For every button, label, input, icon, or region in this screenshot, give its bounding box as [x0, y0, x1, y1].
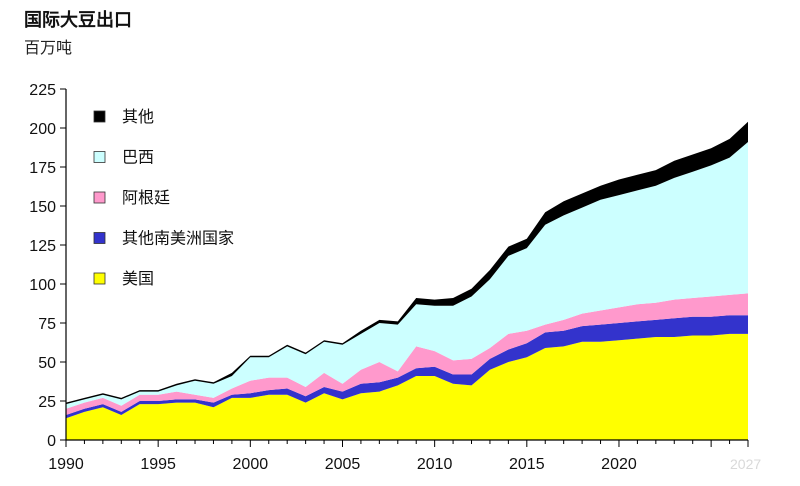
chart-title: 国际大豆出口: [24, 10, 132, 31]
legend-label-others: 其他: [122, 107, 154, 126]
legend-swatch-other-south-america: [93, 232, 106, 244]
x-tick-labels: 1990 1995 2000 2005 2010 2015 2020: [48, 456, 637, 473]
y-axis-unit-label: 百万吨: [24, 38, 73, 57]
y-tick-label: 50: [38, 355, 56, 372]
x-tick-label: 2015: [509, 456, 545, 473]
legend-swatch-argentina: [93, 191, 106, 204]
legend-label-brazil: 巴西: [122, 148, 154, 167]
x-tick-label: 1995: [140, 456, 176, 473]
area-brazil: [66, 142, 748, 409]
x-tick-label: 2000: [233, 456, 269, 473]
y-tick-label: 175: [29, 160, 56, 177]
legend-swatch-others: [93, 110, 106, 123]
legend-label-other-south-america: 其他南美洲国家: [122, 229, 234, 248]
y-tick-label: 125: [29, 238, 56, 255]
y-tick-label: 100: [29, 277, 56, 294]
area-argentina: [66, 293, 748, 415]
y-tick-label: 75: [38, 316, 56, 333]
y-tick-label: 225: [29, 82, 56, 99]
area-usa: [66, 333, 748, 440]
y-tick-label: 150: [29, 199, 56, 216]
y-tick-labels: 0 25 50 75 100 125 150 175 200 225: [29, 82, 56, 450]
area-layers: [66, 121, 748, 440]
x-tick-label: 2020: [601, 456, 637, 473]
x-tick-label: 2005: [325, 456, 361, 473]
area-other-south-america: [66, 315, 748, 419]
legend-swatch-brazil: [93, 151, 106, 163]
legend-swatch-usa: [93, 272, 106, 285]
x-tick-label: 1990: [48, 456, 84, 473]
axes: [60, 88, 749, 447]
y-tick-label: 0: [47, 433, 56, 450]
legend-label-argentina: 阿根廷: [122, 188, 170, 207]
x-tick-label: 2010: [417, 456, 453, 473]
watermark-text: 2027: [730, 456, 762, 472]
y-tick-label: 200: [29, 121, 56, 138]
y-tick-label: 25: [38, 394, 56, 411]
legend-label-usa: 美国: [122, 269, 154, 288]
